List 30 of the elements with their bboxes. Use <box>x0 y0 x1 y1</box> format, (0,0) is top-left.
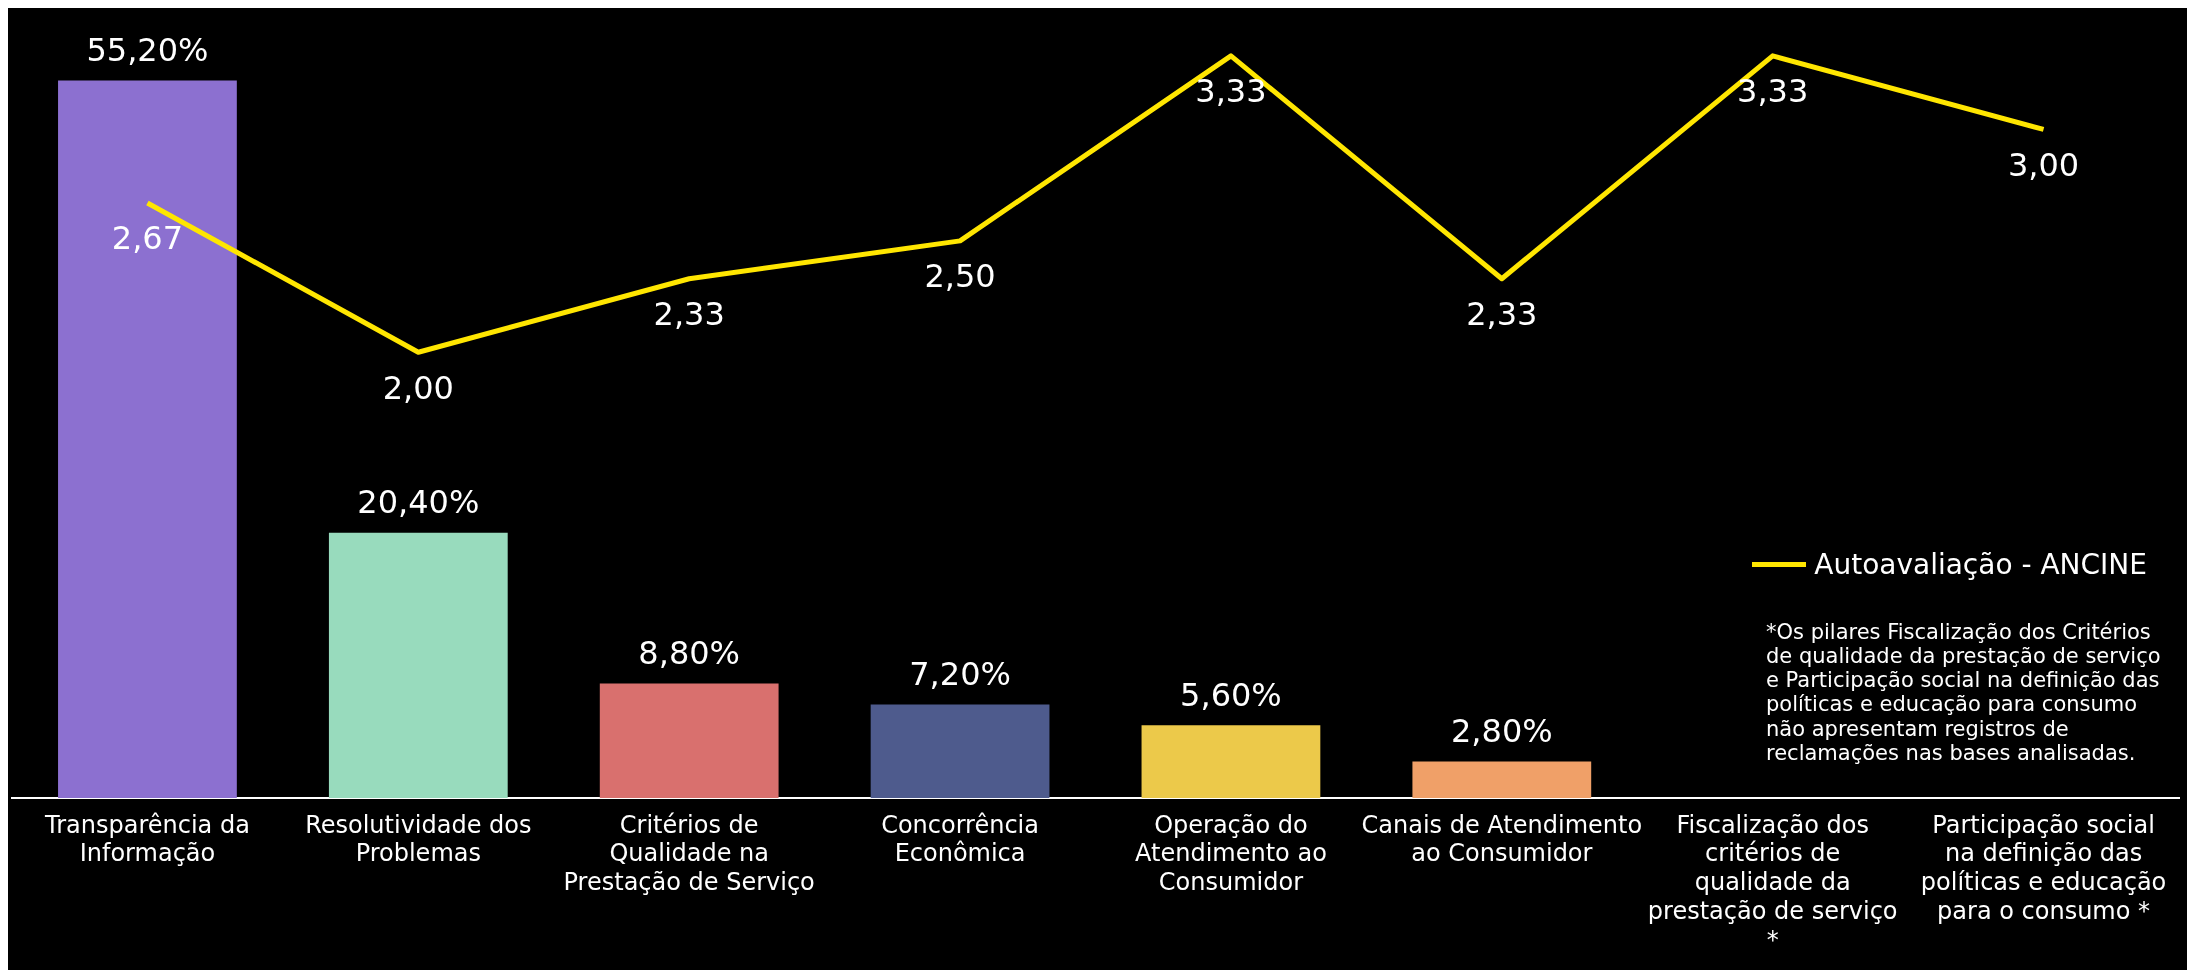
data-label: 5,60% <box>1180 675 1282 714</box>
x-tick-label: Canais de Atendimento ao Consumidor <box>1361 810 1643 868</box>
data-label: 2,33 <box>653 295 725 334</box>
data-label: 8,80% <box>638 633 741 672</box>
x-tick-label: Participação social na definição das políticas e educação para o consumo * <box>1920 810 2167 926</box>
data-label: 20,40% <box>357 483 480 522</box>
x-tick-label: Operação do Atendimento ao Consumidor <box>1135 810 1327 897</box>
data-label: 7,20% <box>909 654 1011 693</box>
bar <box>58 80 237 798</box>
data-label: 2,80% <box>1450 711 1553 750</box>
bar <box>1141 725 1321 798</box>
x-tick-label: Fiscalização dos critérios de qualidade da prestação de serviço * <box>1647 810 1898 954</box>
x-tick-label: Concorrência Econômica <box>881 810 1039 868</box>
x-tick-label: Critérios de Qualidade na Prestação de Serviço <box>563 810 815 897</box>
x-tick-label: Resolutividade dos Problemas <box>305 810 532 868</box>
data-label: 55,20% <box>86 30 209 69</box>
data-label: 2,67 <box>111 219 184 258</box>
bar <box>1412 761 1592 798</box>
data-label: 3,33 <box>1737 72 1809 111</box>
data-label: 3,00 <box>2007 145 2080 184</box>
bar <box>328 532 508 798</box>
data-label: 3,33 <box>1195 72 1267 111</box>
x-tick-label: Transparência da Informação <box>44 810 250 868</box>
annotation: *Os pilares Fiscalização dos Critérios de qualidade da prestação de serviço e Participação social na definição das políticas e educação para consumo não apresentam registros de reclamações nas bases analisadas. <box>1766 620 2162 765</box>
data-label: 2,33 <box>1466 295 1538 334</box>
legend-label: Autoavaliação - ANCINE <box>1814 548 2147 581</box>
data-label: 2,50 <box>924 257 996 296</box>
bar <box>870 704 1050 798</box>
bar <box>599 683 779 798</box>
data-label: 2,00 <box>382 368 454 407</box>
